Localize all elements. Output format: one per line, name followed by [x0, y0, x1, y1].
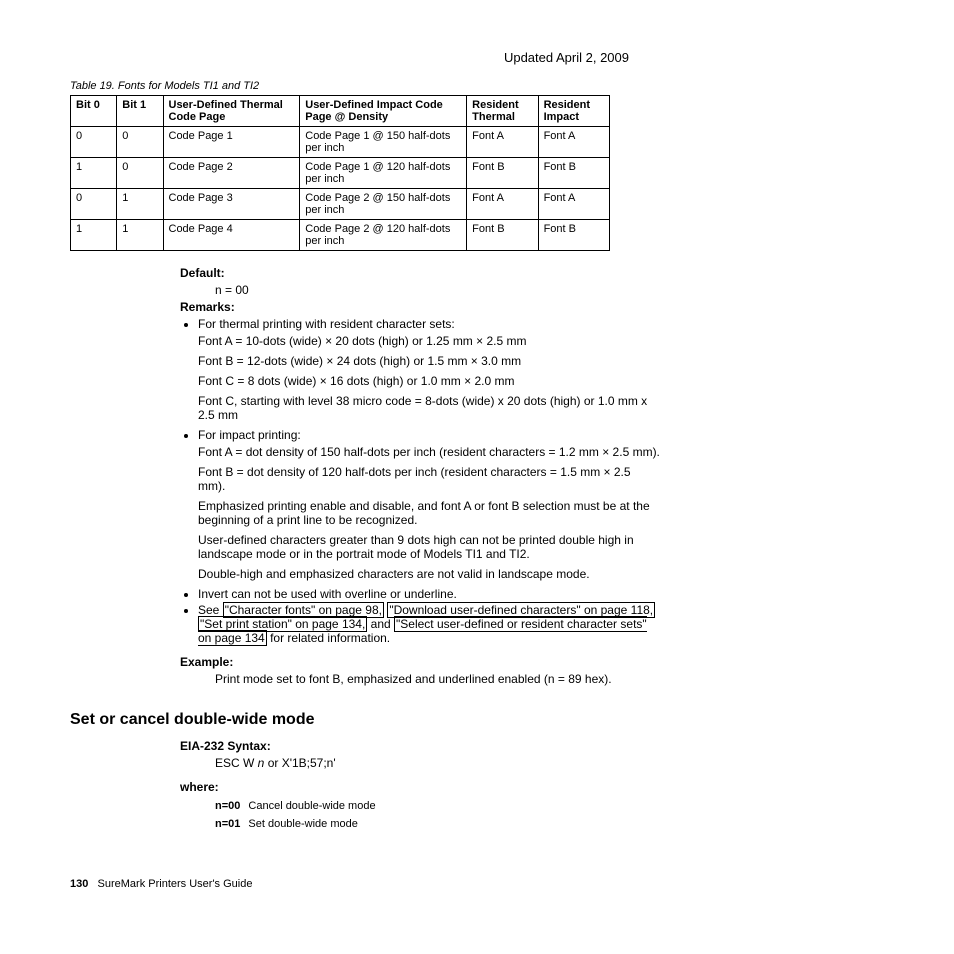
table-row: 0 0 Code Page 1 Code Page 1 @ 150 half-d…: [71, 127, 610, 158]
col-bit0: Bit 0: [71, 96, 117, 127]
font-c-spec: Font C = 8 dots (wide) × 16 dots (high) …: [198, 374, 660, 388]
page-footer: 130 SureMark Printers User's Guide: [70, 878, 884, 890]
default-value: n = 00: [215, 283, 660, 297]
col-resident-impact: Resident Impact: [538, 96, 609, 127]
userdef-note: User-defined characters greater than 9 d…: [198, 533, 660, 561]
syntax-label: EIA-232 Syntax:: [180, 739, 660, 753]
where-table: n=00 Cancel double-wide mode n=01 Set do…: [215, 797, 384, 833]
syntax-text: ESC W n or X'1B;57;n': [215, 756, 660, 770]
fonts-table: Bit 0 Bit 1 User-Defined Thermal Code Pa…: [70, 95, 610, 251]
font-c2-spec: Font C, starting with level 38 micro cod…: [198, 394, 660, 422]
emph-note: Emphasized printing enable and disable, …: [198, 499, 660, 527]
example-text: Print mode set to font B, emphasized and…: [215, 672, 660, 686]
table-row: 0 1 Code Page 3 Code Page 2 @ 150 half-d…: [71, 189, 610, 220]
col-thermal-codepage: User-Defined Thermal Code Page: [163, 96, 300, 127]
updated-date: Updated April 2, 2009: [70, 50, 629, 65]
example-label: Example:: [180, 655, 660, 669]
table-caption: Table 19. Fonts for Models TI1 and TI2: [70, 80, 884, 92]
table-row: 1 0 Code Page 2 Code Page 1 @ 120 half-d…: [71, 158, 610, 189]
col-bit1: Bit 1: [117, 96, 163, 127]
remark-see: See "Character fonts" on page 98, "Downl…: [198, 603, 660, 645]
remark-impact: For impact printing:: [198, 428, 660, 442]
impact-a-spec: Font A = dot density of 150 half-dots pe…: [198, 445, 660, 459]
remark-thermal: For thermal printing with resident chara…: [198, 317, 660, 331]
doublehigh-note: Double-high and emphasized characters ar…: [198, 567, 660, 581]
font-a-spec: Font A = 10-dots (wide) × 20 dots (high)…: [198, 334, 660, 348]
section-heading: Set or cancel double-wide mode: [70, 711, 884, 729]
col-resident-thermal: Resident Thermal: [467, 96, 538, 127]
remarks-label: Remarks:: [180, 300, 660, 314]
default-label: Default:: [180, 266, 660, 280]
remark-invert: Invert can not be used with overline or …: [198, 587, 660, 601]
where-row: n=01 Set double-wide mode: [215, 815, 384, 833]
footer-title: SureMark Printers User's Guide: [98, 878, 253, 890]
table-row: 1 1 Code Page 4 Code Page 2 @ 120 half-d…: [71, 220, 610, 251]
impact-b-spec: Font B = dot density of 120 half-dots pe…: [198, 465, 660, 493]
where-label: where:: [180, 780, 660, 794]
page-number: 130: [70, 878, 88, 890]
where-row: n=00 Cancel double-wide mode: [215, 797, 384, 815]
col-impact-codepage: User-Defined Impact Code Page @ Density: [300, 96, 467, 127]
font-b-spec: Font B = 12-dots (wide) × 24 dots (high)…: [198, 354, 660, 368]
